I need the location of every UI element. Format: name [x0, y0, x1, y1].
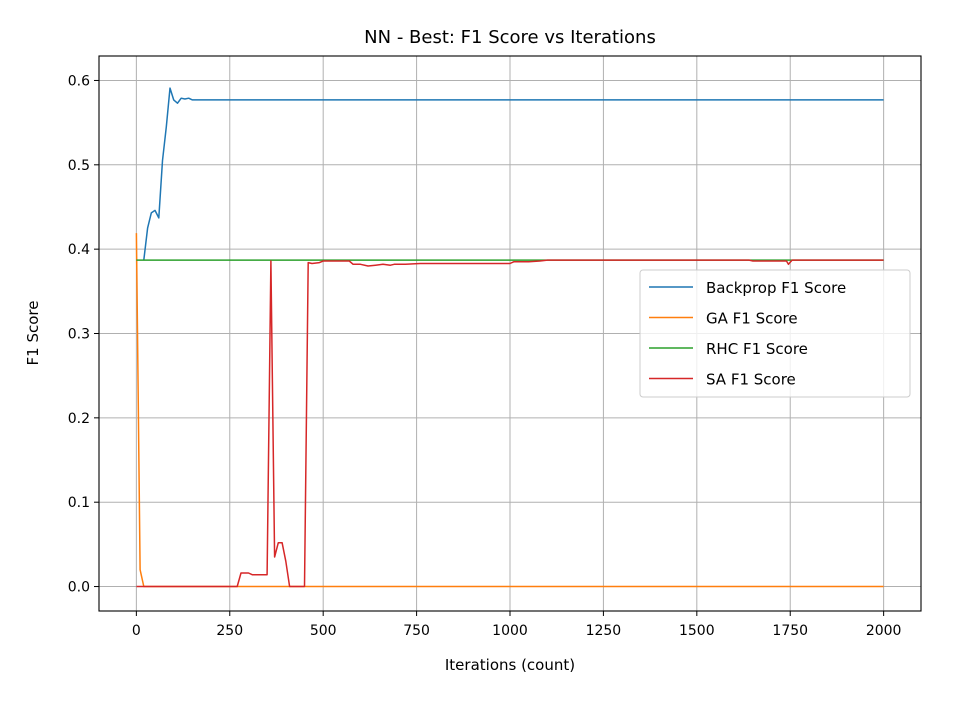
x-tick-label: 0: [132, 623, 141, 639]
y-tick-label: 0.1: [68, 495, 90, 511]
x-tick-label: 750: [403, 623, 430, 639]
series-line-backprop-f1-score: [143, 87, 884, 261]
x-axis-title: Iterations (count): [445, 656, 575, 674]
legend-label-sa-f1-score: SA F1 Score: [706, 371, 796, 389]
x-tick-label: 2000: [866, 623, 902, 639]
x-tick-label: 1250: [586, 623, 622, 639]
x-tick-label: 1500: [679, 623, 715, 639]
x-axis: 0 250 500 750 1000 1250 1500 1750 2000: [132, 611, 902, 639]
y-tick-label: 0.4: [68, 242, 90, 258]
y-tick-label: 0.3: [68, 327, 90, 343]
y-axis-title: F1 Score: [24, 301, 42, 366]
y-tick-label: 0.5: [68, 158, 90, 174]
y-tick-label: 0.0: [68, 580, 90, 596]
x-tick-label: 250: [216, 623, 243, 639]
y-tick-label: 0.2: [68, 411, 90, 427]
series-line-sa-f1-score: [136, 259, 884, 588]
legend: Backprop F1 Score GA F1 Score RHC F1 Score…: [639, 269, 911, 398]
x-tick-label: 1750: [772, 623, 808, 639]
series-line-ga-f1-score: [135, 233, 884, 588]
y-axis: 0.0 0.1 0.2 0.3 0.4 0.5 0.6: [68, 73, 99, 596]
x-tick-label: 1000: [492, 623, 528, 639]
chart-title: NN - Best: F1 Score vs Iterations: [364, 27, 656, 48]
plot-area: [135, 87, 884, 588]
legend-label-rhc-f1-score: RHC F1 Score: [706, 340, 808, 358]
legend-box: [639, 269, 911, 398]
y-tick-label: 0.6: [68, 73, 90, 89]
legend-label-backprop-f1-score: Backprop F1 Score: [706, 279, 846, 297]
legend-label-ga-f1-score: GA F1 Score: [706, 310, 798, 328]
x-tick-label: 500: [310, 623, 337, 639]
